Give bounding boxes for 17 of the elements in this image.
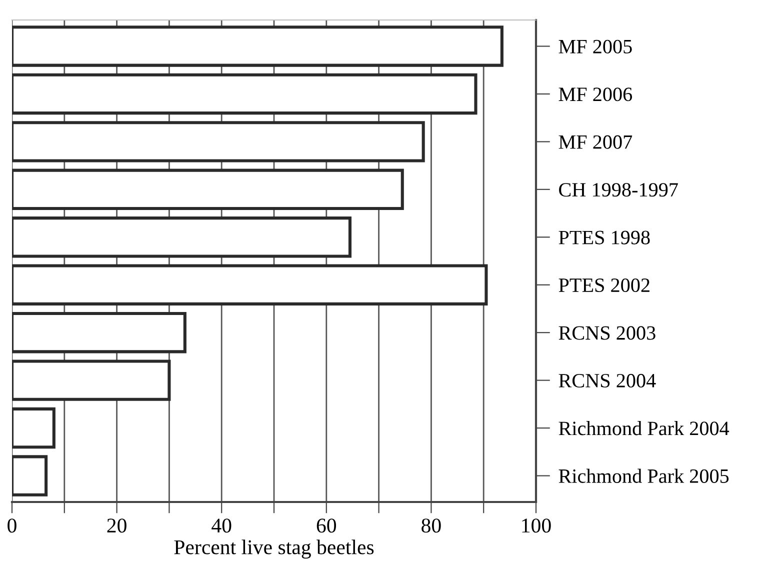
y-tick-label: RCNS 2004 — [558, 374, 656, 388]
x-tick-label: 20 — [107, 518, 126, 533]
y-tick-label: MF 2005 — [558, 40, 632, 54]
y-tick-label: Richmond Park 2004 — [558, 421, 730, 436]
y-tick-label: CH 1998-1997 — [559, 183, 678, 197]
x-tick-label: 40 — [212, 518, 232, 533]
y-tick-label: MF 2007 — [558, 135, 632, 149]
y-tick-label: PTES 1998 — [558, 230, 650, 244]
x-tick-label: 100 — [522, 518, 551, 533]
y-tick-label: MF 2006 — [558, 88, 632, 102]
x-tick-label: 60 — [316, 518, 336, 533]
x-tick-label: 0 — [8, 518, 16, 533]
x-tick-label: 80 — [422, 518, 441, 533]
y-tick-label: Richmond Park 2005 — [558, 468, 729, 483]
x-axis-title: Percent live stag beetles — [174, 540, 374, 559]
y-tick-label: RCNS 2003 — [558, 326, 656, 340]
y-tick-label: PTES 2002 — [558, 278, 650, 292]
